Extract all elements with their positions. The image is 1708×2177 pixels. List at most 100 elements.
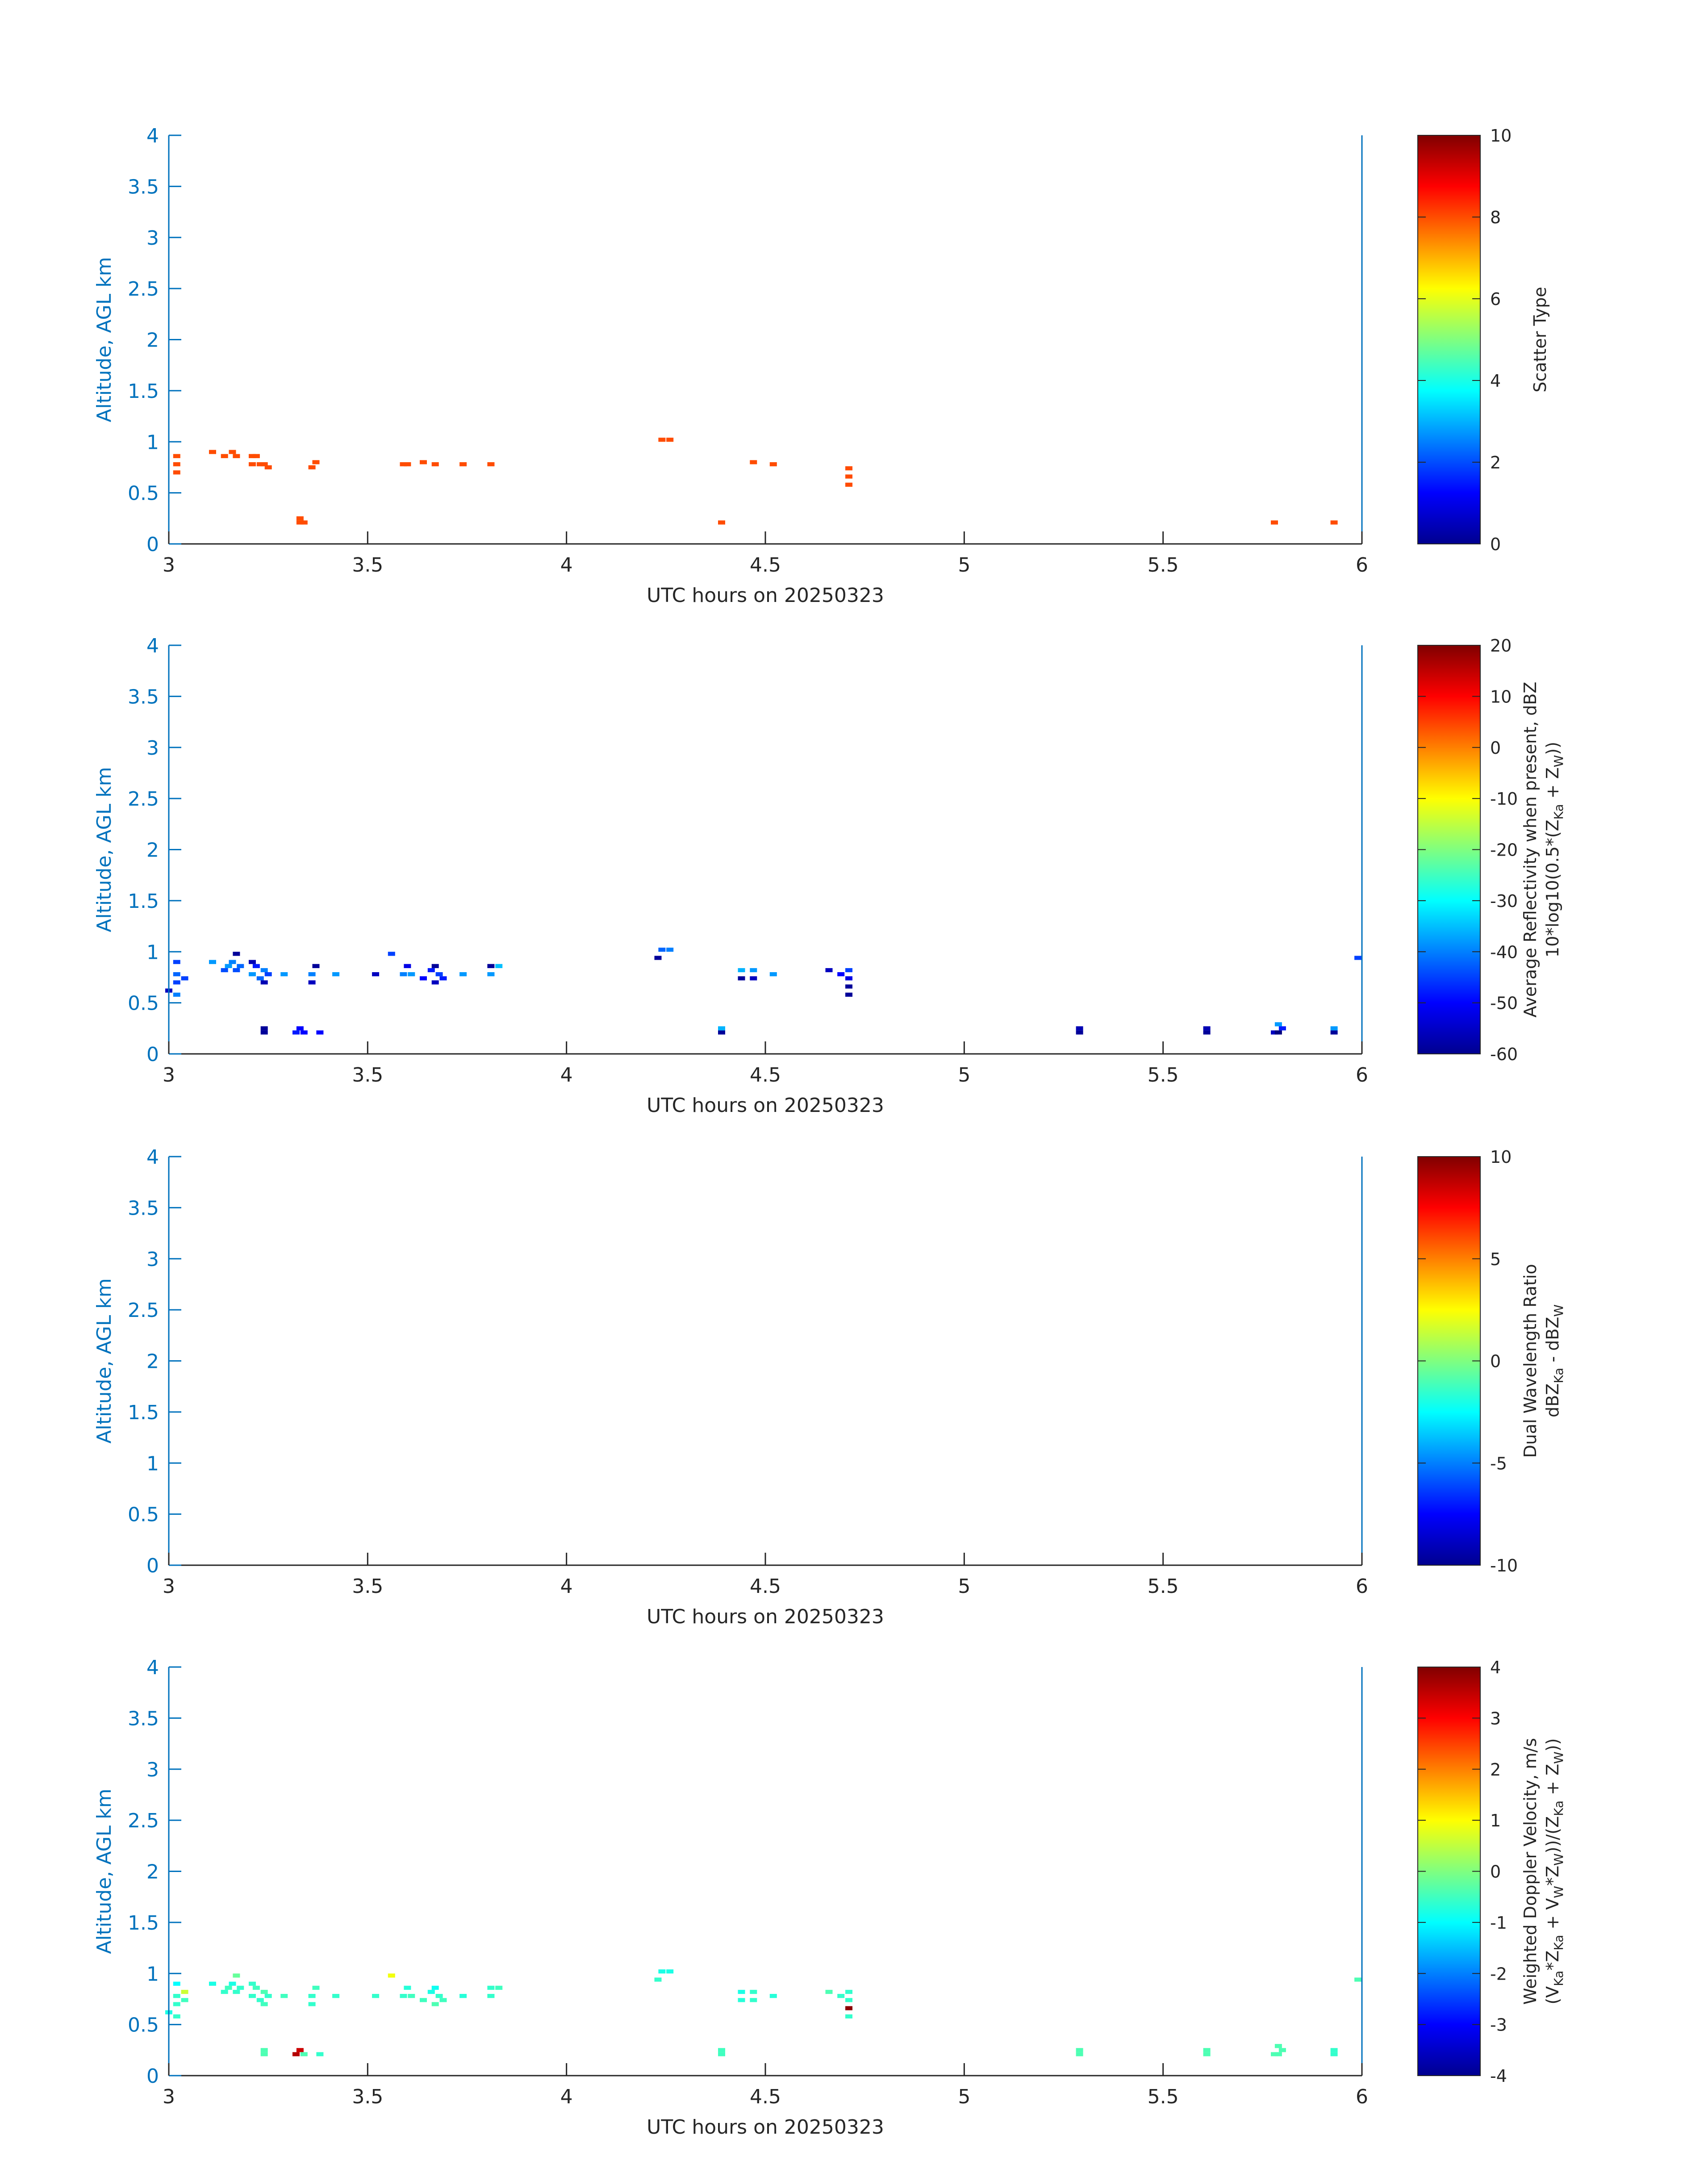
colorbar-tick-label: 2: [1490, 453, 1501, 472]
data-cell: [1330, 2048, 1338, 2052]
colorbar: [1417, 1156, 1481, 1566]
colorbar-tick-label: -4: [1490, 2066, 1507, 2086]
colorbar-tick-label: -40: [1490, 942, 1518, 962]
data-cell: [845, 2014, 852, 2018]
data-cell: [252, 964, 260, 968]
data-cell: [404, 1985, 411, 1990]
panel-4: 0 0.5 1 1.5 2 2.5 3 3.5 4 3 3.5 4 4.5 5 5.5 6 UTC hours …: [93, 1656, 1566, 2139]
data-cell: [249, 960, 256, 964]
y-tick-label: 3.5: [128, 1197, 159, 1220]
data-cell: [237, 964, 244, 968]
y-tick-label: 2: [146, 1350, 159, 1373]
x-tick-label: 4: [560, 1575, 573, 1598]
data-cell: [233, 952, 240, 956]
y-tick-label: 3: [146, 737, 159, 760]
colorbar-formula-part: *Z: [1543, 1951, 1562, 1971]
data-cell: [173, 470, 180, 475]
data-cell: [181, 1989, 188, 1994]
data-cell: [487, 462, 495, 467]
data-cell: [487, 964, 495, 968]
data-cell: [408, 1994, 415, 1998]
data-cell: [400, 1994, 407, 1998]
colorbar-tick-label: 0: [1490, 1862, 1501, 1882]
y-tick-label: 3: [146, 1248, 159, 1271]
data-cell: [459, 1994, 467, 1998]
data-cell: [1278, 1026, 1286, 1031]
data-cell: [427, 968, 435, 973]
data-cell: [292, 2052, 300, 2056]
y-tick-label: 0.5: [128, 2014, 159, 2037]
data-cell: [173, 980, 180, 985]
colorbar-formula-part: dBZ: [1543, 1383, 1562, 1417]
colorbar-formula-part: )): [1543, 1738, 1562, 1751]
colorbar-tick-label: 3: [1490, 1709, 1501, 1728]
data-cell: [750, 1998, 757, 2002]
data-cell: [1274, 1022, 1282, 1027]
y-tick-label: 4: [146, 1146, 159, 1169]
y-tick-label: 2.5: [128, 1809, 159, 1832]
data-cell: [1330, 520, 1338, 525]
data-cell: [845, 992, 852, 997]
data-cell: [420, 976, 427, 981]
data-cell: [233, 1973, 240, 1978]
data-cell: [431, 964, 439, 968]
data-cell: [658, 438, 666, 442]
data-cell: [300, 520, 308, 525]
data-cell: [173, 2002, 180, 2006]
x-tick-label: 4: [560, 554, 573, 577]
colorbar-tick-label: 4: [1490, 371, 1501, 391]
colorbar-formula-part: (V: [1543, 1986, 1562, 2005]
y-tick-label: 1: [146, 1963, 159, 1985]
x-tick-label: 5.5: [1148, 1064, 1179, 1086]
colorbar-formula-part: + Z: [1543, 767, 1562, 804]
data-cell: [260, 2002, 268, 2006]
data-cell: [654, 1977, 662, 1982]
data-cell: [173, 972, 180, 977]
x-axis-label: UTC hours on 20250323: [647, 2116, 884, 2139]
y-tick-label: 3: [146, 1759, 159, 1781]
data-cell: [225, 1985, 232, 1990]
data-cell: [209, 960, 216, 964]
x-tick-label: 4: [560, 2085, 573, 2108]
data-cell: [173, 992, 180, 997]
data-cell: [312, 1985, 320, 1990]
colorbar-formula-subscript: W: [1551, 1751, 1566, 1764]
x-tick-label: 4.5: [750, 554, 781, 577]
colorbar-tick-label: -30: [1490, 891, 1518, 911]
data-cell: [769, 1994, 777, 1998]
data-cell: [316, 2052, 324, 2056]
colorbar-tick-label: -1: [1490, 1913, 1507, 1933]
data-cell: [495, 1985, 503, 1990]
data-cell: [173, 1994, 180, 1998]
data-cell: [431, 980, 439, 985]
data-cell: [1076, 2048, 1083, 2052]
data-cell: [404, 964, 411, 968]
x-tick-label: 3: [163, 1064, 175, 1086]
data-cell: [260, 1989, 268, 1994]
data-cell: [435, 1994, 443, 1998]
data-cell: [750, 976, 757, 981]
x-tick-label: 3: [163, 554, 175, 577]
data-cell: [420, 460, 427, 464]
data-cell: [750, 460, 757, 464]
colorbar-tick-label: -5: [1490, 1454, 1507, 1473]
data-cell: [221, 968, 228, 973]
panel-1: 0 0.5 1 1.5 2 2.5 3 3.5 4 3 3.5 4 4.5 5 5.5 6 UTC hours …: [93, 125, 1550, 607]
y-tick-label: 0: [146, 533, 159, 556]
data-cell: [256, 976, 264, 981]
colorbar: [1417, 1667, 1481, 2076]
data-cell: [408, 972, 415, 977]
data-cell: [229, 960, 236, 964]
colorbar-formula-part: + Z: [1543, 1764, 1562, 1801]
data-cell: [173, 2014, 180, 2018]
data-cell: [439, 1998, 447, 2002]
data-cell: [260, 1030, 268, 1035]
data-cell: [209, 450, 216, 454]
data-cell: [388, 952, 395, 956]
y-tick-label: 0.5: [128, 992, 159, 1015]
data-cell: [845, 482, 852, 487]
data-cell: [296, 1026, 304, 1031]
colorbar-tick-label: -60: [1490, 1045, 1518, 1064]
data-cell: [237, 1985, 244, 1990]
